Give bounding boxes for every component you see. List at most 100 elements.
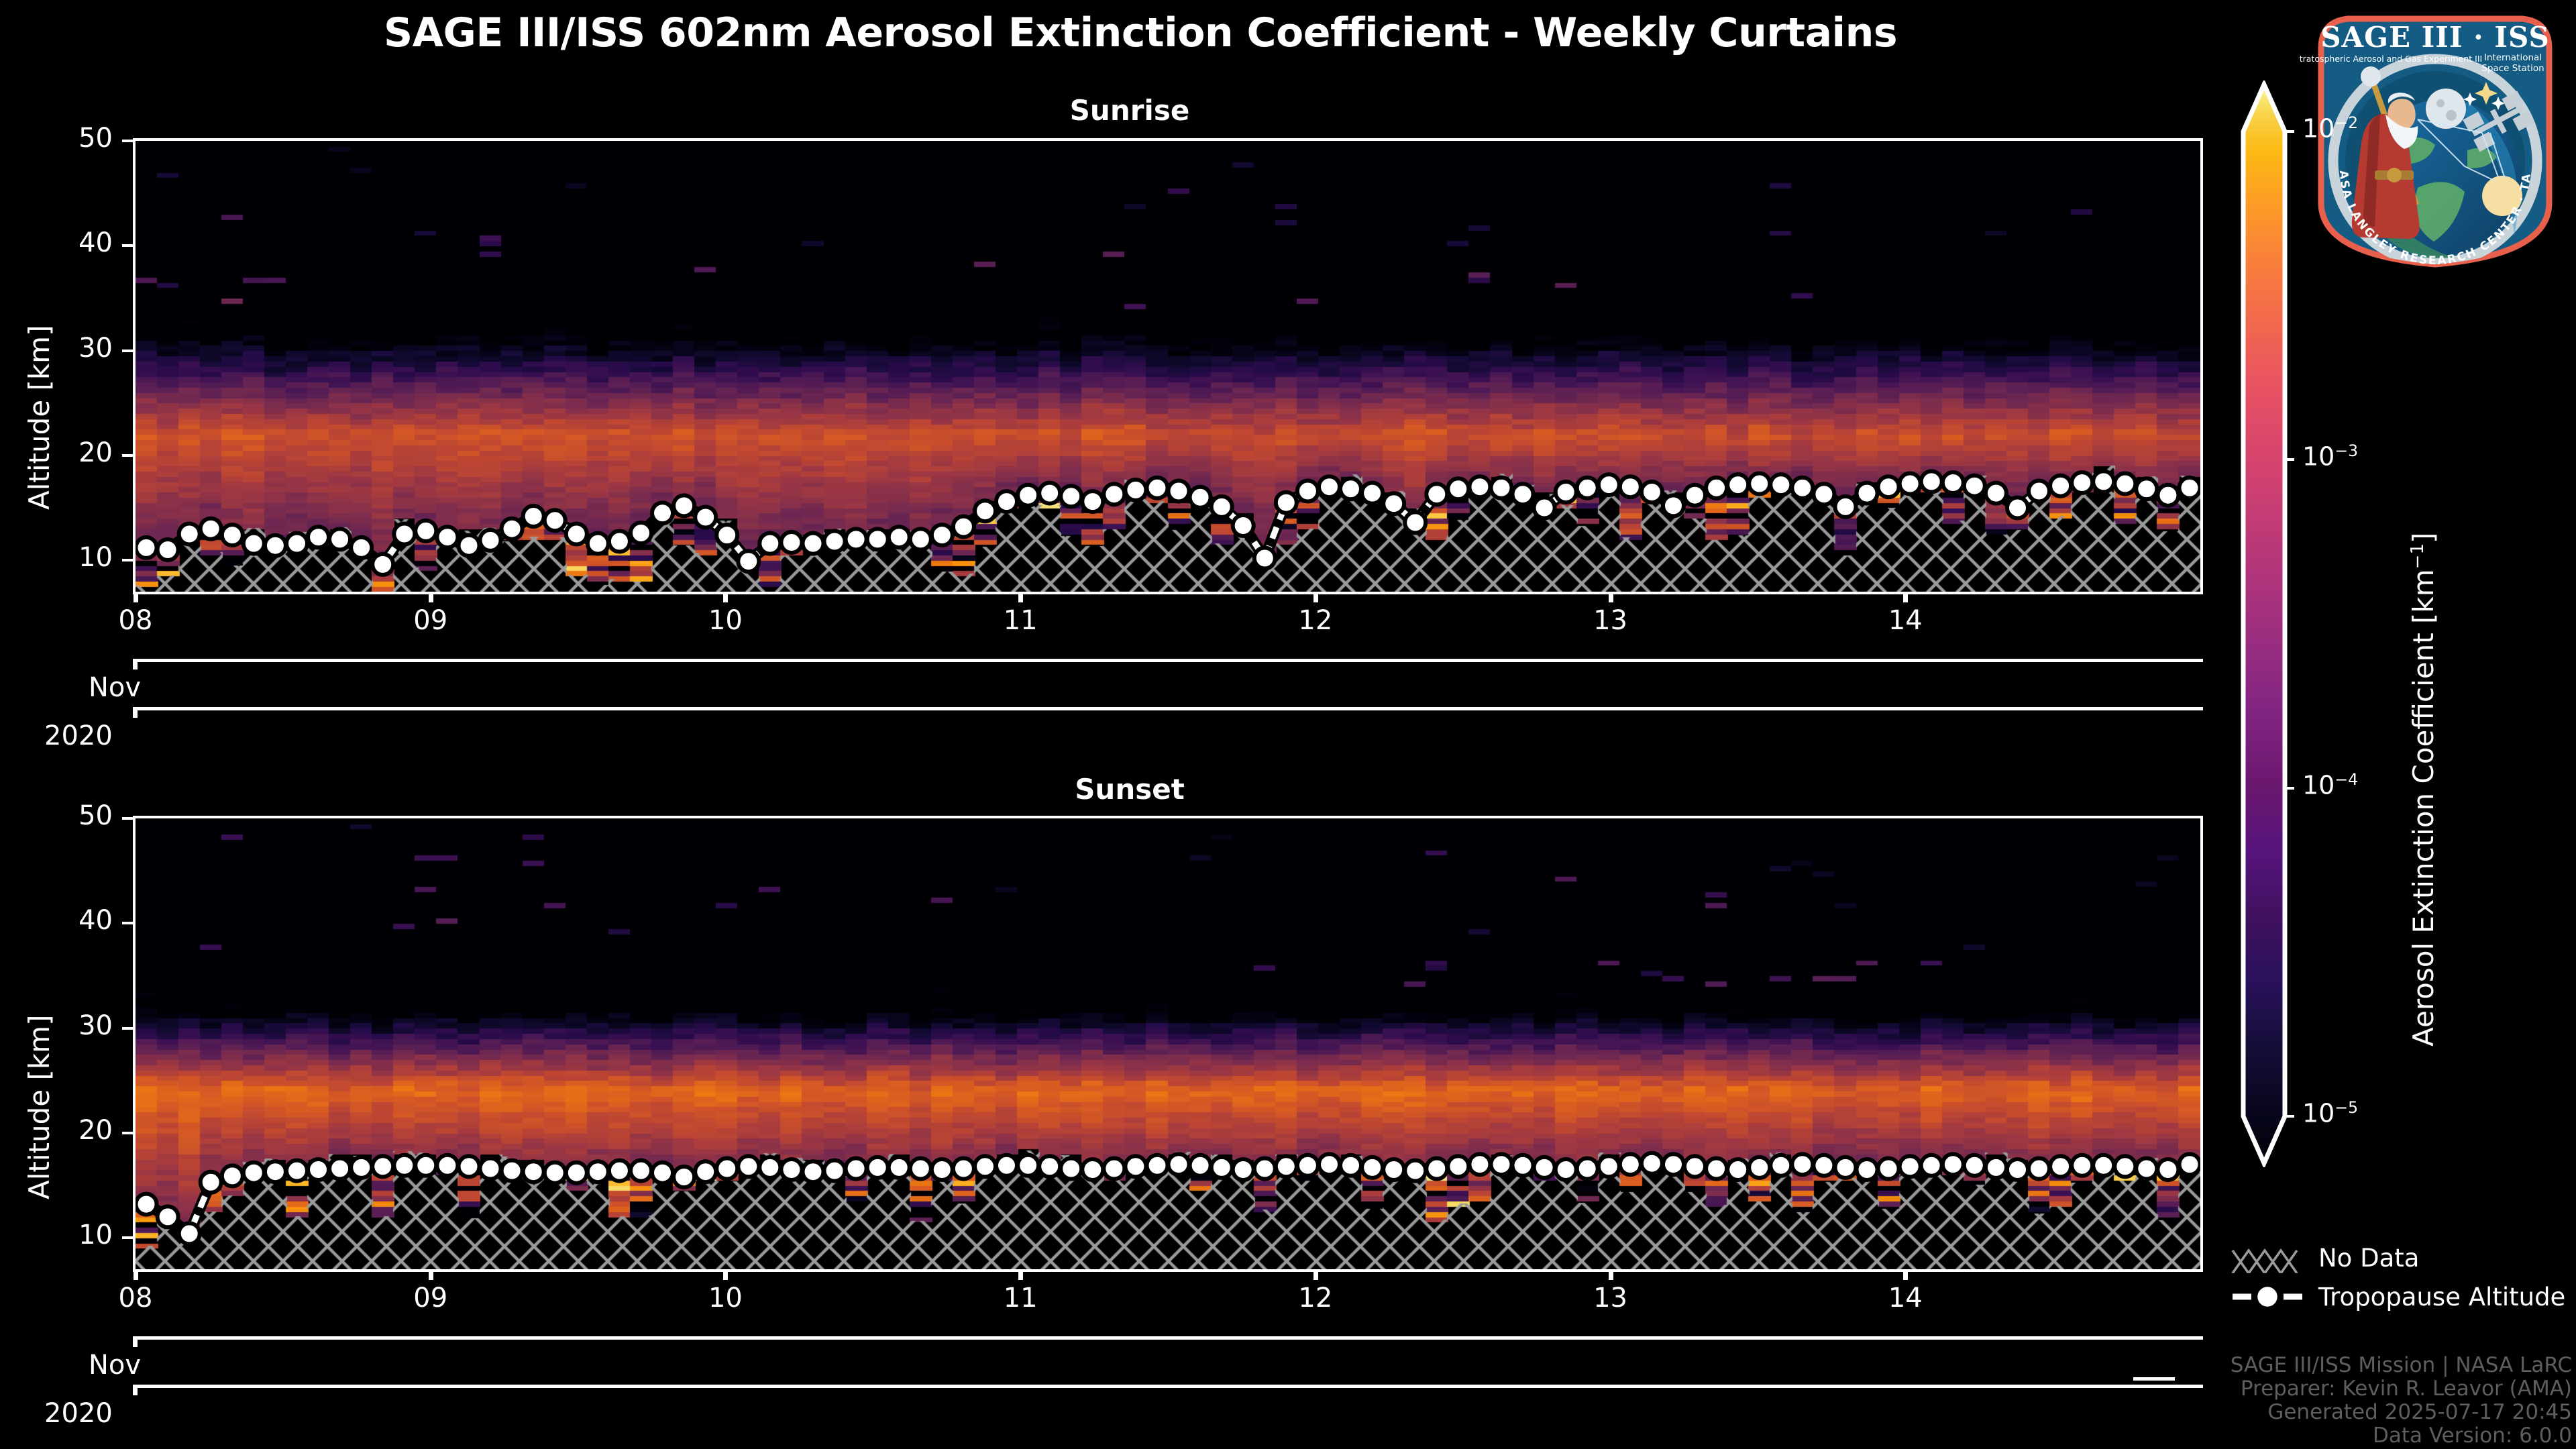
footer-rule (2133, 1377, 2175, 1381)
ytick-mark-sunrise-30 (122, 349, 133, 352)
xtick-label-sunrise-14: 14 (1888, 605, 1923, 636)
colorbar-label-tail: ] (2407, 532, 2440, 543)
xtick-label-sunrise-10: 10 (708, 605, 743, 636)
ytick-mark-sunset-10 (122, 1236, 133, 1240)
xtick-mark-sunset-10 (723, 1269, 729, 1280)
year-label-sunset: 2020 (44, 1398, 113, 1429)
ytick-mark-sunrise-20 (122, 453, 133, 457)
year-tick-sunrise (133, 707, 138, 718)
xtick-mark-sunset-11 (1018, 1269, 1024, 1280)
colorbar-tick-base-3: 10 (2302, 1098, 2335, 1128)
colorbar-tick-exponent-3: −5 (2334, 1098, 2359, 1117)
xtick-label-sunrise-11: 11 (1003, 605, 1038, 636)
colorbar-tick-mark-2 (2285, 786, 2294, 790)
tropopause-line-sunrise (136, 469, 2200, 577)
ytick-mark-sunrise-10 (122, 559, 133, 562)
xtick-label-sunset-10: 10 (708, 1283, 743, 1313)
month-rule-sunrise (133, 659, 2203, 662)
panel-sunset-ylabel: Altitude [km] (23, 1014, 56, 1199)
panel-sunrise-plot-area[interactable] (133, 138, 2203, 594)
colorbar-tick-label-1: 10−3 (2302, 441, 2358, 472)
ytick-mark-sunset-40 (122, 922, 133, 925)
colorbar-tick-base-2: 10 (2302, 770, 2335, 800)
xtick-mark-sunrise-12 (1313, 592, 1318, 602)
heatmap-sunset (136, 818, 2200, 1269)
xtick-label-sunrise-13: 13 (1593, 605, 1628, 636)
tropopause-line-marker-icon (2231, 1281, 2304, 1312)
logo-sub-right-1: International (2484, 52, 2542, 63)
page-title: SAGE III/ISS 602nm Aerosol Extinction Co… (383, 9, 1898, 56)
xtick-label-sunrise-08: 08 (118, 605, 153, 636)
footer-line-version: Data Version: 6.0.0 (2372, 1424, 2572, 1448)
legend-label-tropopause: Tropopause Altitude (2318, 1282, 2566, 1311)
year-tick-sunset (133, 1385, 138, 1395)
colorbar-tick-base-0: 10 (2302, 113, 2335, 144)
no-data-hatch-icon (2231, 1242, 2304, 1276)
xtick-mark-sunrise-13 (1608, 592, 1613, 602)
ytick-label-sunset-20: 20 (78, 1114, 113, 1146)
xtick-label-sunset-09: 09 (413, 1283, 448, 1313)
xtick-mark-sunrise-10 (723, 592, 729, 602)
ytick-label-sunrise-30: 30 (78, 332, 113, 364)
year-rule-sunrise (133, 707, 2203, 710)
ytick-label-sunrise-10: 10 (78, 542, 113, 574)
year-label-sunrise: 2020 (44, 720, 113, 751)
colorbar-tick-exponent-1: −3 (2334, 441, 2359, 461)
footer-line-generated: Generated 2025-07-17 20:45 (2267, 1400, 2572, 1424)
colorbar-tick-mark-0 (2285, 130, 2294, 133)
colorbar-tick-exponent-0: −2 (2334, 113, 2359, 132)
legend-item-no-data[interactable]: No Data (2231, 1238, 2565, 1277)
heatmap-sunrise (136, 141, 2200, 592)
ytick-mark-sunrise-40 (122, 244, 133, 248)
footer-line-preparer: Preparer: Kevin R. Leavor (AMA) (2240, 1377, 2572, 1401)
footer-line-mission: SAGE III/ISS Mission | NASA LaRC (2230, 1353, 2572, 1377)
xtick-mark-sunrise-09 (428, 592, 433, 602)
month-tick-sunrise (133, 659, 138, 669)
xtick-label-sunset-13: 13 (1593, 1283, 1628, 1313)
colorbar-label-exponent: −1 (2408, 543, 2428, 570)
panel-sunset-plot-area[interactable] (133, 816, 2203, 1272)
xtick-label-sunrise-09: 09 (413, 605, 448, 636)
logo-sub-left: Stratospheric Aerosol and Gas Experiment… (2300, 54, 2482, 64)
panel-sunrise-title: Sunrise (1069, 94, 1190, 127)
xtick-mark-sunrise-08 (133, 592, 138, 602)
xtick-label-sunrise-12: 12 (1298, 605, 1333, 636)
ytick-mark-sunset-20 (122, 1131, 133, 1134)
xtick-mark-sunset-14 (1903, 1269, 1909, 1280)
month-label-sunset: Nov (89, 1350, 142, 1381)
ytick-label-sunset-30: 30 (78, 1010, 113, 1041)
legend: No Data Tropopause Altitude (2231, 1238, 2565, 1316)
colorbar-tick-label-3: 10−5 (2302, 1098, 2358, 1128)
month-tick-sunset (133, 1336, 138, 1347)
tropopause-line-sunset (136, 1150, 2200, 1246)
legend-label-no-data: No Data (2318, 1243, 2420, 1273)
xtick-mark-sunrise-11 (1018, 592, 1024, 602)
colorbar-tick-exponent-2: −4 (2334, 769, 2359, 789)
colorbar-tick-mark-1 (2285, 458, 2294, 462)
month-rule-sunset (133, 1336, 2203, 1340)
xtick-label-sunset-11: 11 (1003, 1283, 1038, 1313)
ytick-label-sunset-50: 50 (78, 800, 113, 831)
colorbar-tick-base-1: 10 (2302, 441, 2335, 472)
colorbar-tick-label-2: 10−4 (2302, 770, 2358, 800)
ytick-label-sunrise-50: 50 (78, 123, 113, 154)
ytick-mark-sunrise-50 (122, 140, 133, 142)
sage-iii-iss-mission-patch-logo: BALL · NASA LANGLEY RESEARCH CENTER · TA… (2294, 0, 2571, 272)
xtick-mark-sunset-12 (1313, 1269, 1318, 1280)
xtick-mark-sunrise-14 (1903, 592, 1909, 602)
colorbar[interactable] (2241, 78, 2288, 1169)
xtick-mark-sunset-13 (1608, 1269, 1613, 1280)
logo-sub-right-2: Space Station (2481, 63, 2544, 74)
footer-credits: SAGE III/ISS Mission | NASA LaRC Prepare… (2231, 1354, 2572, 1448)
colorbar-tick-label-0: 10−2 (2302, 113, 2358, 144)
logo-main-text: SAGE III · ISS (2320, 21, 2550, 54)
ytick-label-sunset-10: 10 (78, 1220, 113, 1251)
month-label-sunrise: Nov (89, 672, 142, 703)
ytick-label-sunrise-20: 20 (78, 437, 113, 468)
panel-sunset-title: Sunset (1075, 773, 1185, 806)
ytick-mark-sunset-30 (122, 1026, 133, 1030)
colorbar-tick-mark-3 (2285, 1115, 2294, 1118)
ytick-mark-sunset-50 (122, 817, 133, 820)
colorbar-axis-label: Aerosol Extinction Coefficient [km−1] (2407, 533, 2440, 1046)
legend-item-tropopause[interactable]: Tropopause Altitude (2231, 1277, 2565, 1316)
